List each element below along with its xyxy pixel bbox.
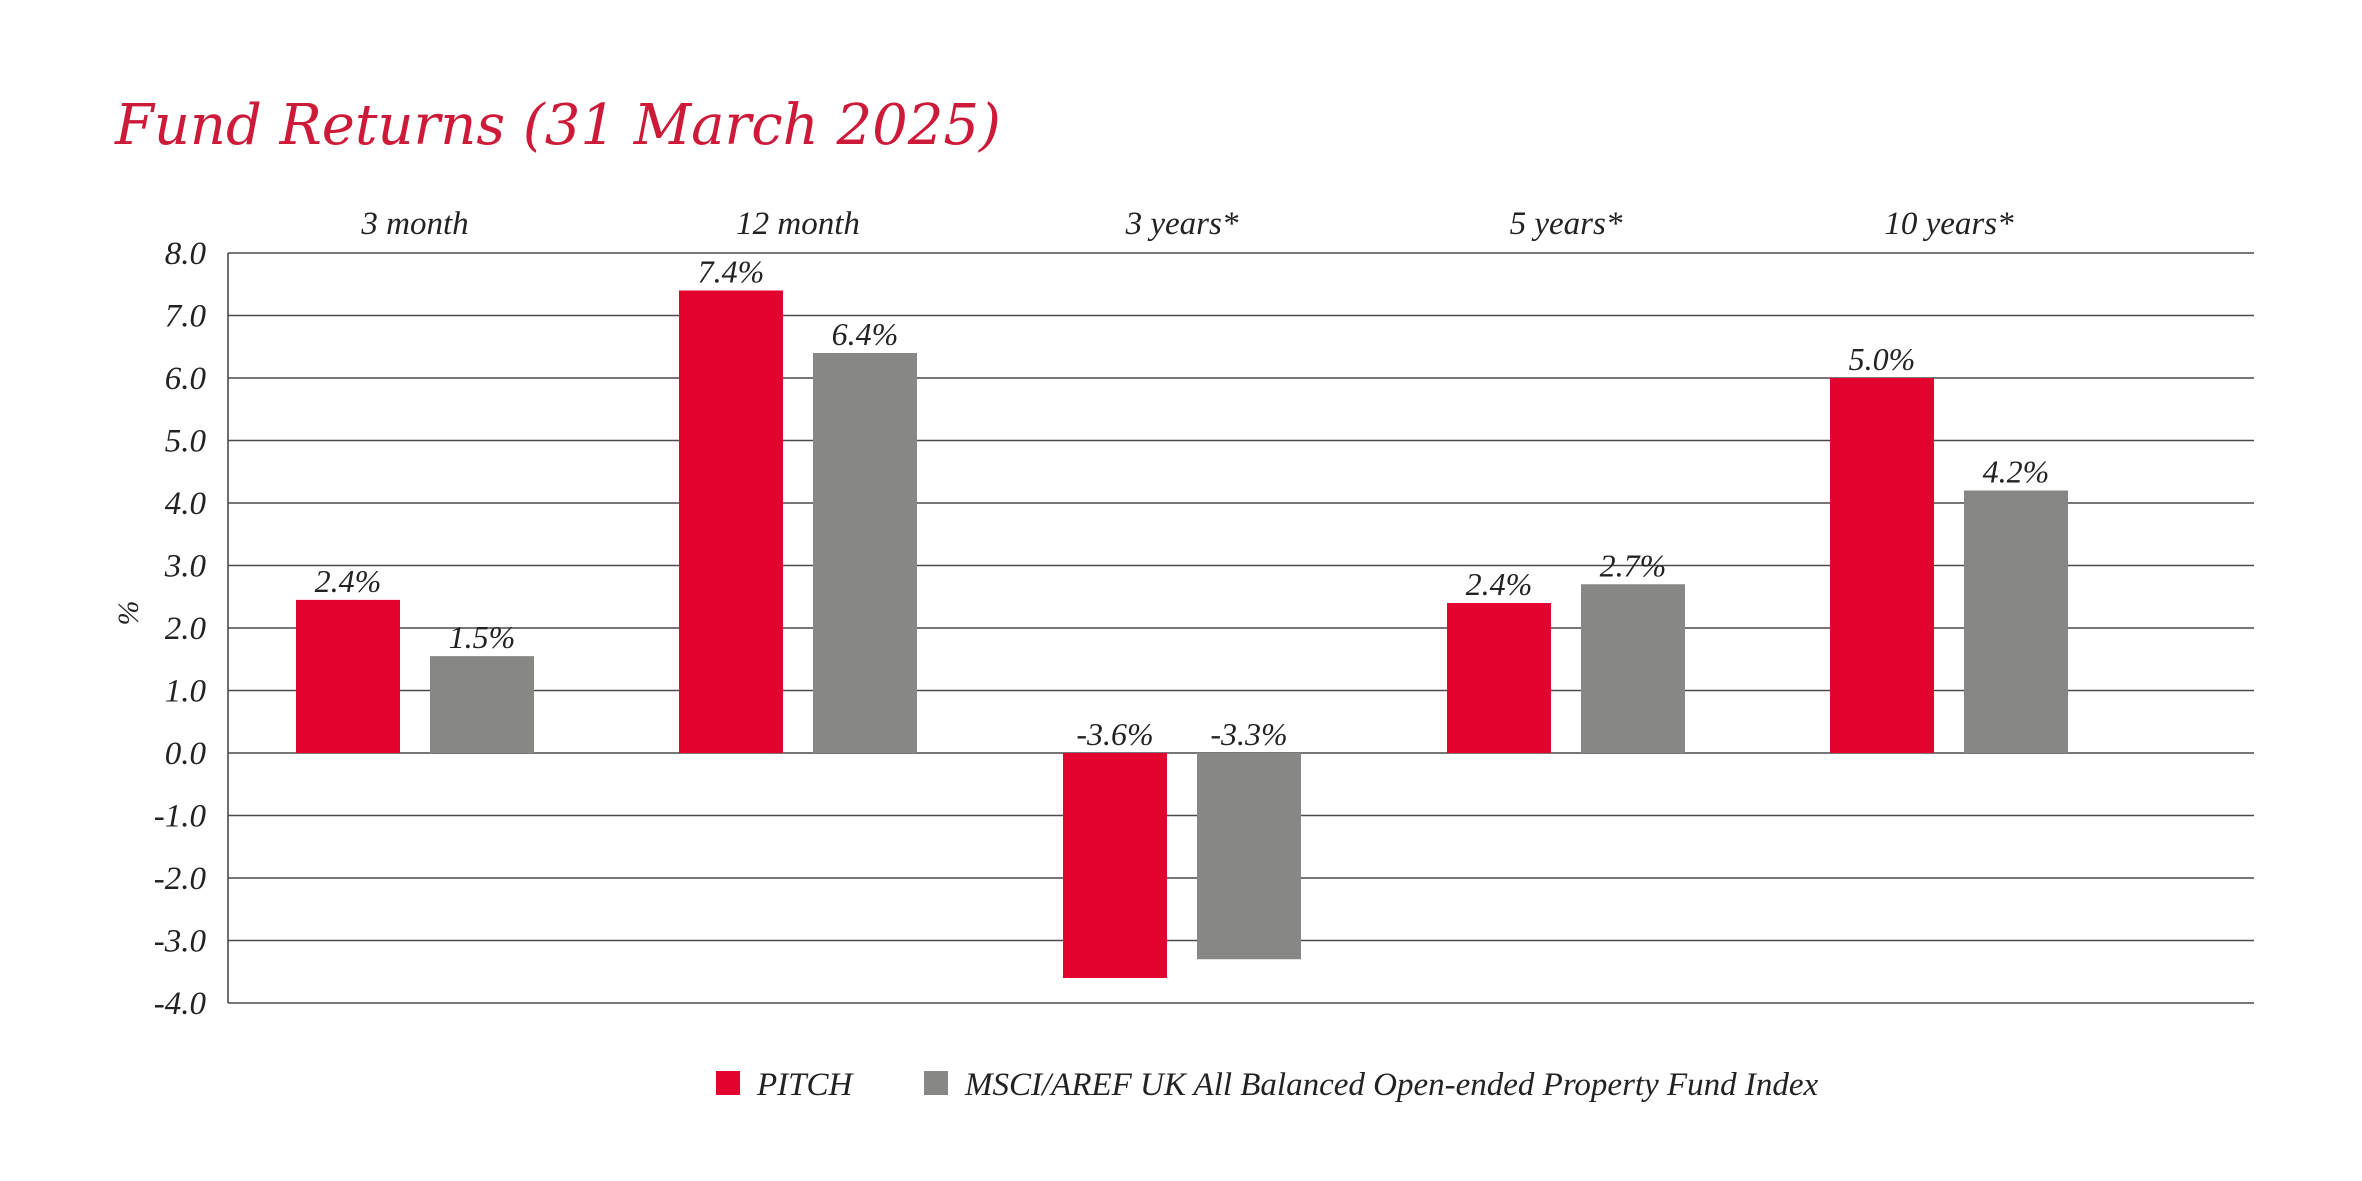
y-tick-label: -2.0 xyxy=(154,861,207,897)
bar-pitch xyxy=(679,290,783,753)
y-tick-label: -4.0 xyxy=(154,986,207,1022)
data-label: 1.5% xyxy=(449,619,516,655)
data-label: 2.4% xyxy=(315,563,382,599)
legend-swatch-msci-aref-index xyxy=(924,1071,948,1095)
legend-label-msci-aref-index: MSCI/AREF UK All Balanced Open-ended Pro… xyxy=(964,1067,1819,1103)
data-label: 2.7% xyxy=(1600,547,1667,583)
bar-pitch xyxy=(1063,753,1167,978)
y-tick-label: 6.0 xyxy=(165,361,207,397)
legend: PITCH MSCI/AREF UK All Balanced Open-end… xyxy=(716,1067,1819,1103)
y-tick-label: 3.0 xyxy=(164,549,207,585)
bar-index xyxy=(813,353,917,753)
data-label: 6.4% xyxy=(832,316,899,352)
y-tick-label: 2.0 xyxy=(165,611,207,647)
data-label: 2.4% xyxy=(1466,566,1533,602)
y-tick-label: 0.0 xyxy=(165,736,207,772)
category-label: 3 month xyxy=(360,206,468,242)
y-axis-ticks: 8.0 7.0 6.0 5.0 4.0 3.0 2.0 1.0 0.0 -1.0 -2.0 -3.0 -… xyxy=(154,236,207,1022)
bar-pitch xyxy=(1830,378,1934,753)
category-label: 10 years* xyxy=(1884,206,2014,242)
y-axis-title: % xyxy=(112,601,145,626)
data-label: -3.3% xyxy=(1210,716,1287,752)
category-label: 3 years* xyxy=(1125,206,1239,242)
bar-pitch xyxy=(296,599,400,753)
data-labels: 2.4% 7.4% -3.6% 2.4% 5.0% 1.5% 6.4% -3.3% 2.7% 4.… xyxy=(315,254,2050,753)
bar-index xyxy=(430,656,534,753)
y-tick-label: 7.0 xyxy=(165,299,207,335)
bar-index xyxy=(1964,490,2068,753)
y-tick-label: 1.0 xyxy=(165,674,207,710)
bar-index xyxy=(1197,753,1301,960)
category-labels: 3 month 12 month 3 years* 5 years* 10 years* xyxy=(360,206,2014,242)
chart-title: Fund Returns (31 March 2025) xyxy=(114,93,1001,158)
grid-layer xyxy=(227,252,2254,1004)
data-label: 7.4% xyxy=(698,254,765,290)
y-tick-label: 4.0 xyxy=(165,486,207,522)
data-label: 5.0% xyxy=(1849,341,1916,377)
bar-index xyxy=(1581,584,1685,753)
y-tick-label: 5.0 xyxy=(165,424,207,460)
y-tick-label: -3.0 xyxy=(154,924,207,960)
category-label: 5 years* xyxy=(1510,206,1623,242)
legend-label-pitch: PITCH xyxy=(756,1067,855,1103)
legend-swatch-pitch xyxy=(716,1071,740,1095)
bar-pitch xyxy=(1447,603,1551,753)
bars xyxy=(296,290,2068,978)
y-tick-label: -1.0 xyxy=(154,799,207,835)
data-label: 4.2% xyxy=(1983,454,2050,490)
data-label: -3.6% xyxy=(1076,716,1153,752)
category-label: 12 month xyxy=(736,206,860,242)
y-tick-label: 8.0 xyxy=(165,236,207,272)
